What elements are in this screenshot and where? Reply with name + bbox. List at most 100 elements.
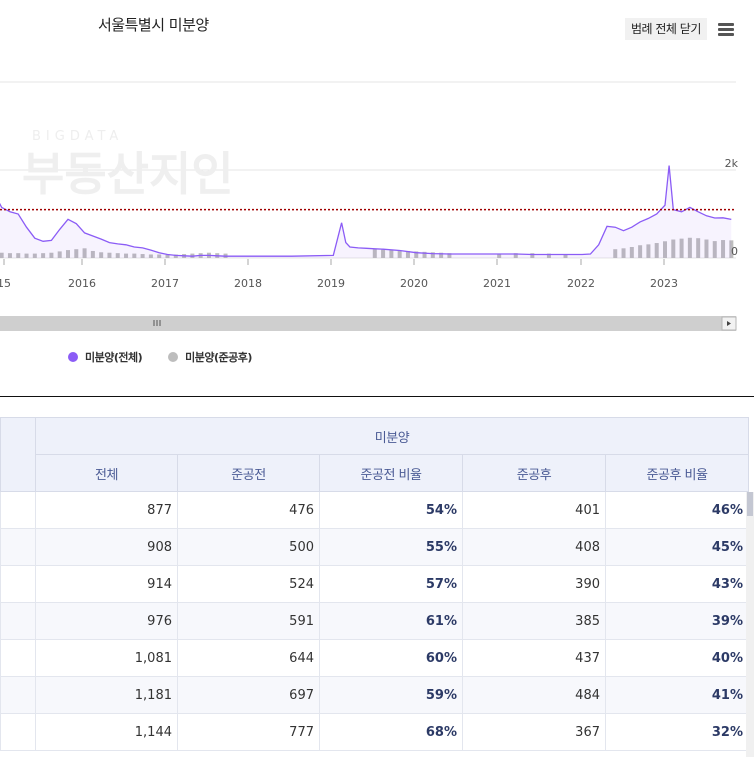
watermark-large: 부동산지인 — [22, 147, 234, 201]
table-row: 976 591 61% 385 39% — [0, 602, 749, 640]
bar-mark — [124, 253, 129, 258]
bar-mark — [430, 252, 435, 258]
bar-mark — [381, 249, 386, 258]
table-cell: 697 — [177, 676, 320, 714]
table-row: 1,144 777 68% 367 32% — [0, 713, 749, 751]
scroll-grip-icon — [153, 320, 161, 326]
bar-mark — [679, 238, 684, 258]
x-tick-label: 2017 — [151, 277, 179, 290]
legend-item-total[interactable]: 미분양(전체) — [68, 349, 143, 365]
table-cell: 908 — [35, 528, 178, 566]
bar-mark — [696, 238, 701, 258]
table-cell: 57% — [319, 565, 463, 603]
table-cell: 976 — [35, 602, 178, 640]
bar-mark — [613, 249, 618, 258]
table-row: 914 524 57% 390 43% — [0, 565, 749, 603]
table-cell: 877 — [35, 491, 178, 529]
legend-label: 미분양(전체) — [85, 351, 143, 364]
bar-mark — [663, 241, 667, 258]
table-cell: 390 — [462, 565, 606, 603]
bar-mark — [721, 240, 726, 258]
watermark-small: BIGDATA — [32, 129, 123, 144]
total-line — [0, 165, 732, 257]
bar-mark — [140, 254, 145, 258]
bar-mark — [107, 252, 112, 258]
bar-mark — [41, 253, 46, 258]
column-header[interactable]: 준공전 비율 — [319, 454, 463, 492]
table-scrollbar[interactable] — [746, 492, 754, 757]
table-cell: 40% — [605, 639, 749, 677]
bar-mark — [173, 254, 178, 258]
table-cell: 644 — [177, 639, 320, 677]
bar-mark — [621, 248, 626, 258]
x-tick-label: 15 — [0, 277, 11, 290]
table-cell: 524 — [177, 565, 320, 603]
row-label-cell — [0, 713, 36, 751]
bar-mark — [397, 250, 402, 258]
table-cell: 45% — [605, 528, 749, 566]
bar-mark — [148, 254, 153, 258]
bar-mark — [513, 253, 518, 258]
table-cell: 32% — [605, 713, 749, 751]
bar-mark — [7, 253, 12, 258]
bar-mark — [629, 247, 634, 258]
table-row: 1,081 644 60% 437 40% — [0, 639, 749, 677]
legend-dot-icon — [168, 352, 179, 362]
legend-label: 미분양(준공후) — [185, 351, 252, 364]
table-cell: 1,181 — [35, 676, 178, 714]
bar-mark — [405, 250, 410, 258]
x-tick-label: 2023 — [650, 277, 678, 290]
row-label-cell — [0, 528, 36, 566]
scroll-right-arrow-icon — [727, 321, 731, 326]
bar-mark — [0, 252, 4, 258]
chart-panel: 서울특별시 미분양 범례 전체 닫기 BIGDATA 부동산지인 2k 0 15 2… — [0, 16, 739, 365]
data-table: 미분양 전체 준공전 준공전 비율 준공후 준공후 비율 877 476 54% 401 46%… — [0, 417, 749, 751]
table-scroll-thumb[interactable] — [747, 492, 753, 516]
y-tick-label: 2k — [725, 157, 739, 170]
bar-mark — [530, 253, 535, 258]
bar-mark — [32, 253, 37, 258]
table-cell: 437 — [462, 639, 606, 677]
bar-mark — [90, 250, 95, 258]
bar-mark — [414, 251, 419, 258]
table-row: 877 476 54% 401 46% — [0, 491, 749, 529]
bar-mark — [563, 254, 568, 258]
table-cell: 54% — [319, 491, 463, 529]
column-header[interactable]: 준공후 — [462, 454, 606, 492]
bar-mark — [729, 240, 734, 258]
x-tick-label: 2018 — [234, 277, 262, 290]
row-label-cell — [0, 676, 36, 714]
bar-mark — [712, 241, 717, 258]
table-row: 908 500 55% 408 45% — [0, 528, 749, 566]
table-cell: 591 — [177, 602, 320, 640]
bar-mark — [447, 253, 452, 258]
table-row: 1,181 697 59% 484 41% — [0, 676, 749, 714]
table-cell: 59% — [319, 676, 463, 714]
bar-mark — [687, 237, 692, 258]
legend-toggle-button[interactable]: 범례 전체 닫기 — [625, 18, 707, 40]
x-tick-label: 2016 — [68, 277, 96, 290]
legend-item-after[interactable]: 미분양(준공후) — [168, 349, 252, 365]
hamburger-menu-icon[interactable] — [716, 20, 736, 38]
chart-title: 서울특별시 미분양 — [98, 16, 209, 34]
bar-mark — [546, 253, 551, 258]
bar-mark — [65, 250, 70, 258]
table-cell: 43% — [605, 565, 749, 603]
table-cell: 1,144 — [35, 713, 178, 751]
column-header[interactable]: 전체 — [35, 454, 178, 492]
row-header-cell — [0, 417, 36, 492]
x-tick-label: 2019 — [317, 277, 345, 290]
bar-mark — [372, 249, 377, 258]
group-header: 미분양 — [35, 417, 749, 455]
bar-mark — [157, 254, 162, 258]
bar-mark — [165, 254, 170, 258]
column-header[interactable]: 준공전 — [177, 454, 320, 492]
bar-mark — [74, 249, 79, 258]
column-header[interactable]: 준공후 비율 — [605, 454, 749, 492]
y-tick-label: 0 — [731, 245, 738, 258]
navigator-scrollbar — [0, 316, 736, 331]
table-cell: 41% — [605, 676, 749, 714]
table-cell: 408 — [462, 528, 606, 566]
table-cell: 55% — [319, 528, 463, 566]
data-table-container: 미분양 전체 준공전 준공전 비율 준공후 준공후 비율 877 476 54% 401 46%… — [0, 417, 754, 757]
